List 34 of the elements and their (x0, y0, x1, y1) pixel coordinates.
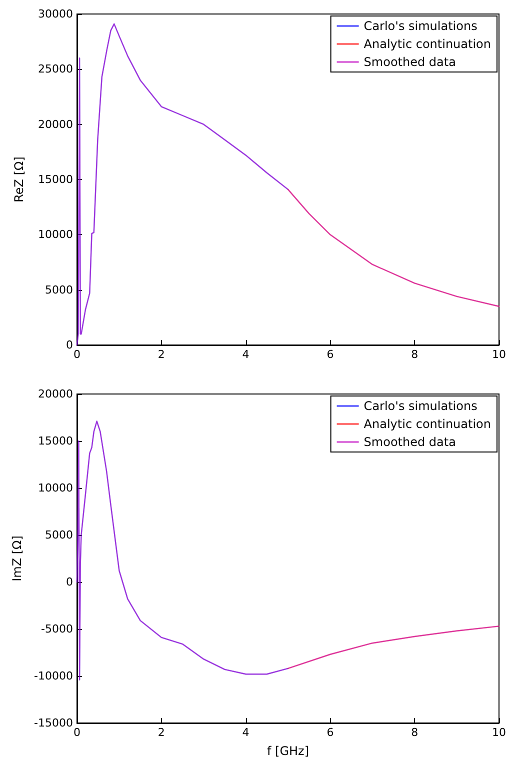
y-tick-label: 10000 (38, 228, 73, 242)
y-tick-label: 15000 (38, 173, 73, 186)
y-tick-label: 15000 (38, 434, 73, 448)
x-tick-label: 6 (326, 348, 334, 361)
x-tick-label: 10 (492, 348, 506, 361)
legend-label: Analytic continuation (364, 417, 492, 431)
y-tick-label: 5000 (45, 528, 73, 542)
y-tick-label: 30000 (38, 8, 73, 20)
x-tick-label: 4 (242, 726, 250, 739)
x-tick-label: 4 (242, 348, 250, 361)
y-tick-label: 20000 (38, 388, 73, 400)
y-tick-label: -15000 (34, 716, 73, 730)
y-tick-label: 0 (66, 338, 73, 352)
x-tick-label: 2 (158, 348, 165, 361)
x-tick-label: 6 (326, 726, 334, 739)
legend-label: Smoothed data (364, 55, 456, 69)
y-tick-label: 20000 (38, 118, 73, 131)
x-tick-label: 8 (411, 348, 418, 361)
y-tick-label: 10000 (38, 482, 73, 494)
x-tick-label: 2 (158, 726, 165, 739)
legend-label: Carlo's simulations (364, 19, 478, 33)
legend-label: Carlo's simulations (364, 399, 478, 413)
y-tick-label: 25000 (38, 62, 73, 76)
x-tick-label: 8 (411, 726, 418, 739)
y-tick-label: 5000 (45, 283, 73, 296)
y-axis-title: ReZ [Ω] (12, 156, 26, 202)
x-axis-title: f [GHz] (266, 744, 310, 758)
x-tick-label: 10 (492, 726, 506, 739)
y-tick-label: 0 (66, 576, 73, 588)
legend-label: Smoothed data (364, 435, 456, 449)
y-axis-title: ImZ [Ω] (10, 536, 24, 582)
y-tick-label: -10000 (34, 670, 73, 682)
legend-label: Analytic continuation (364, 37, 492, 51)
y-tick-label: -5000 (41, 622, 73, 636)
